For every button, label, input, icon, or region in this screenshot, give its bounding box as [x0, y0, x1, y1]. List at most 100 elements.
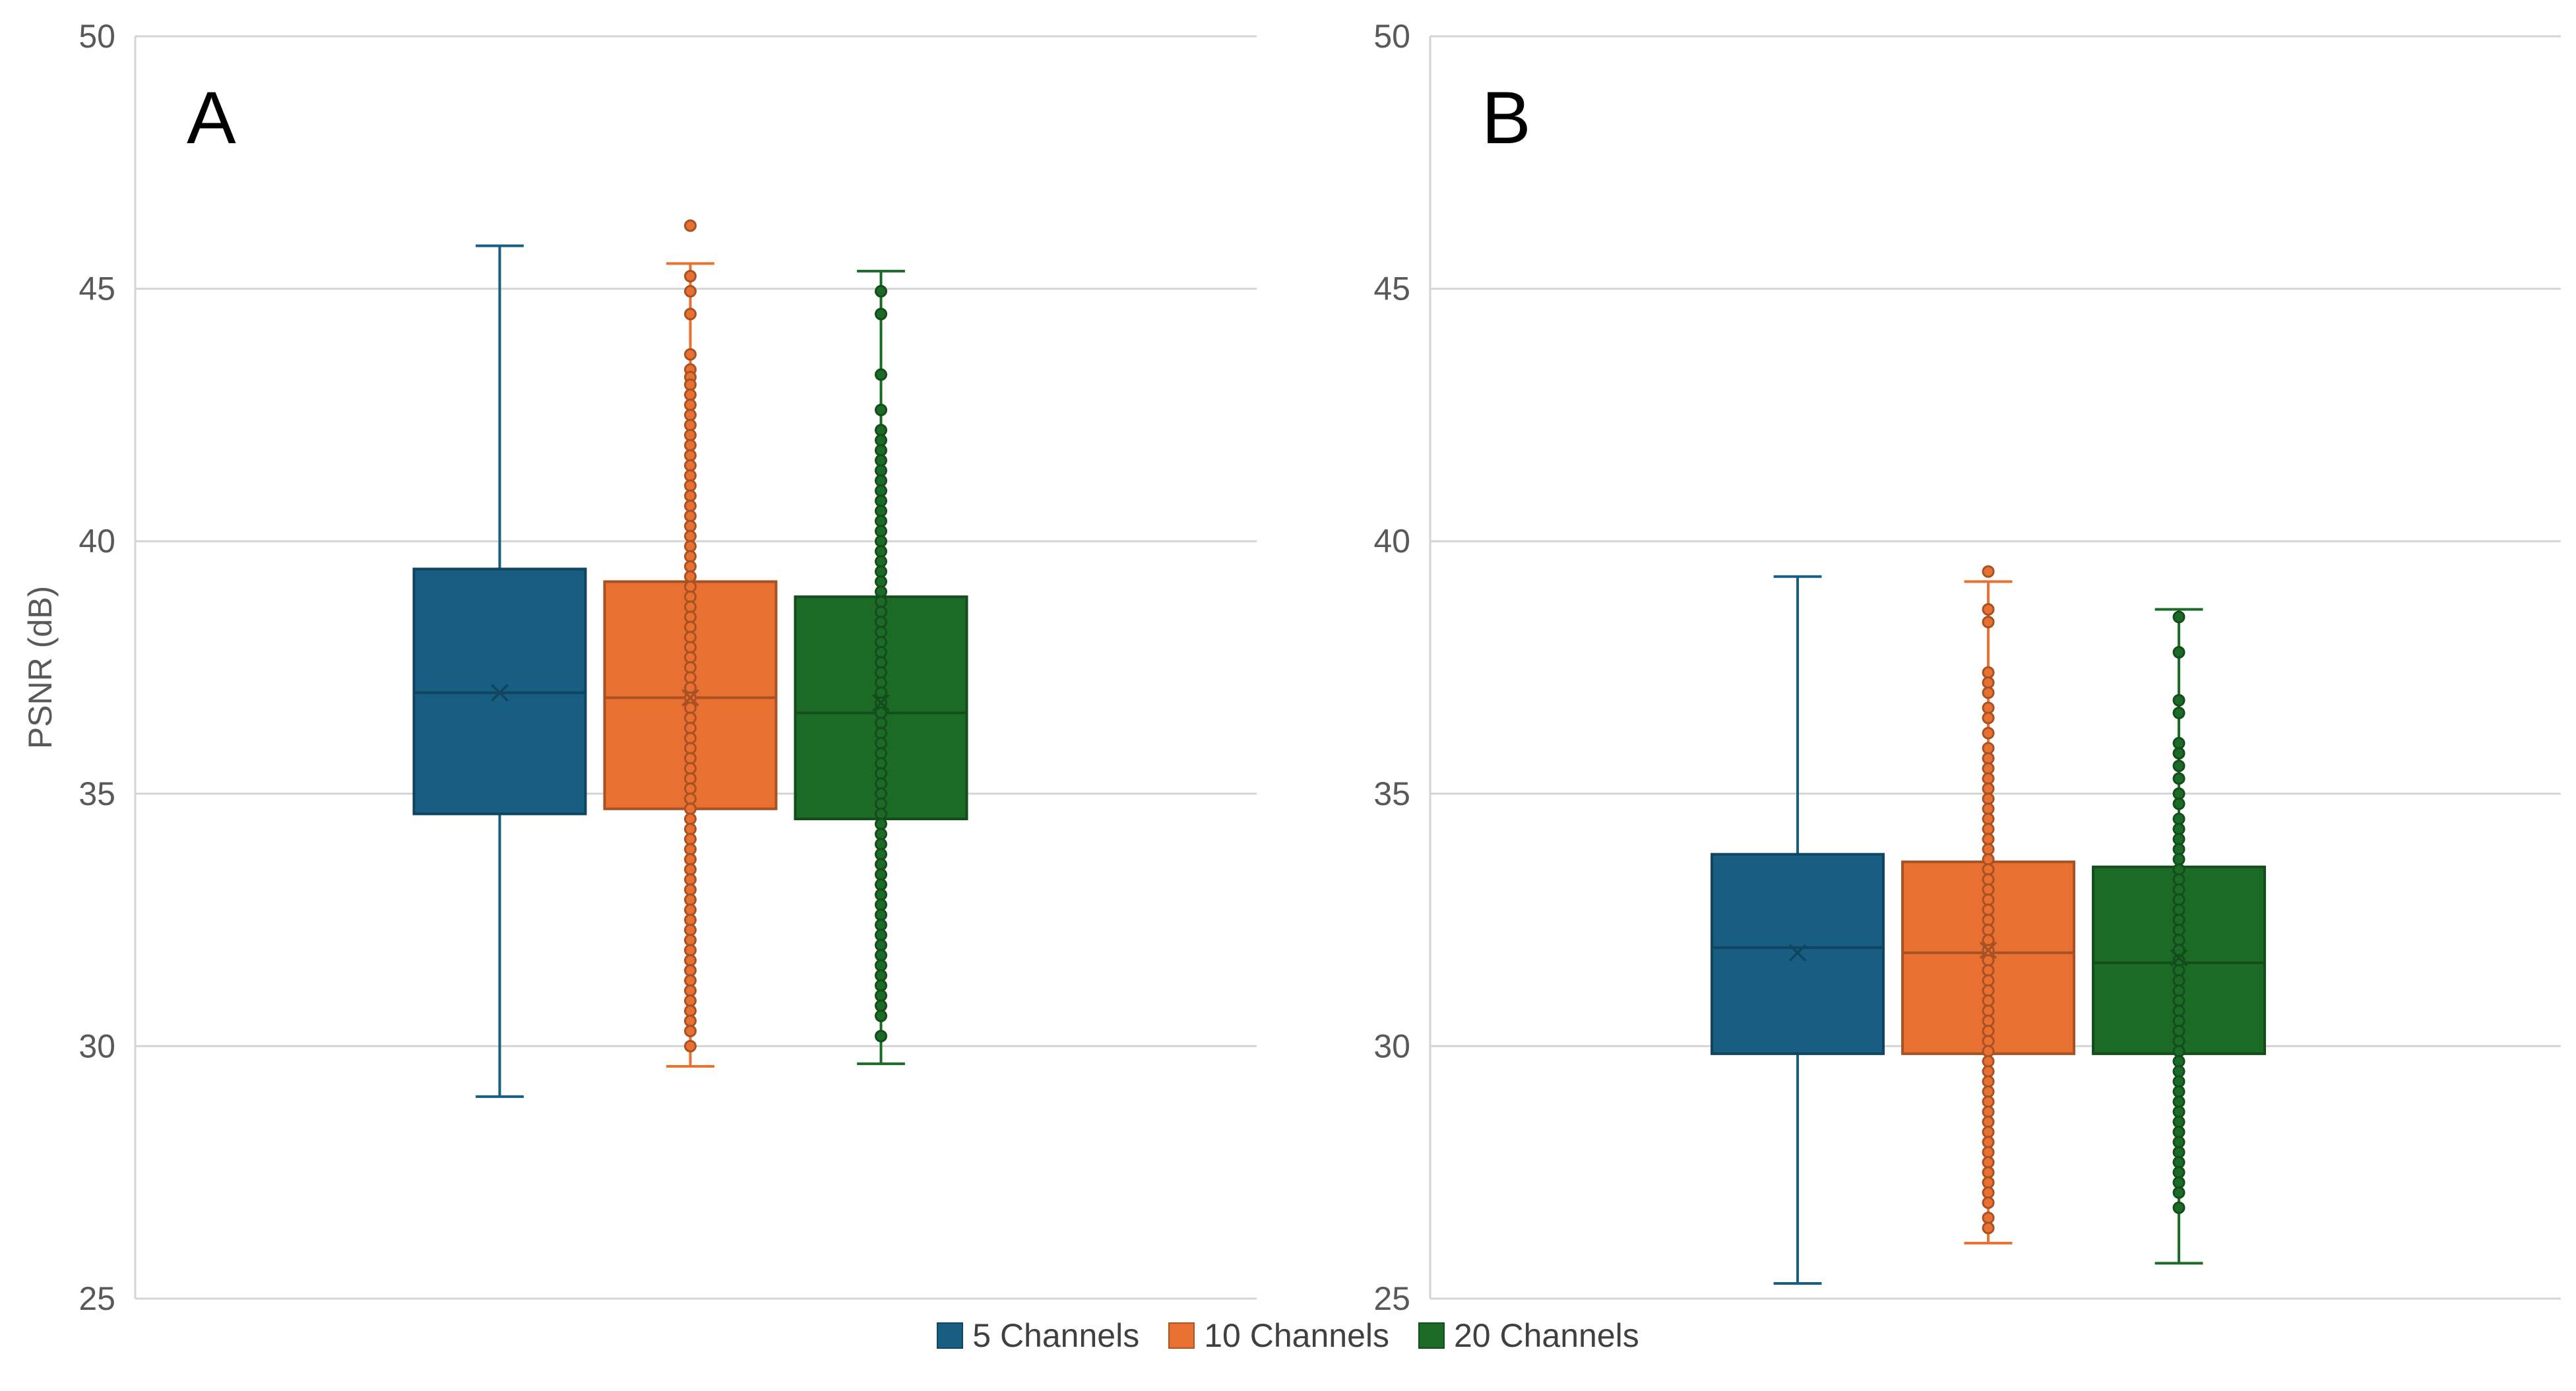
data-point [875, 605, 887, 618]
data-point [2172, 1201, 2185, 1214]
data-point [2172, 812, 2185, 825]
data-point [2172, 1176, 2185, 1189]
data-point [684, 509, 697, 523]
data-point [875, 969, 887, 982]
data-point [684, 984, 697, 997]
data-point [684, 944, 697, 957]
data-point [684, 1014, 697, 1027]
data-point [684, 762, 697, 775]
data-point [1982, 1155, 1995, 1169]
data-point [1982, 954, 1995, 967]
data-point [684, 903, 697, 917]
data-point [684, 439, 697, 452]
data-point [875, 999, 887, 1012]
box-series-5-channels [412, 244, 587, 1098]
data-point [875, 757, 887, 770]
data-point [2172, 1155, 2185, 1169]
data-point [875, 1009, 887, 1022]
data-point [875, 525, 887, 538]
y-tick-label: 30 [79, 1027, 115, 1064]
data-point [684, 348, 697, 361]
data-point [2172, 797, 2185, 810]
data-point [1982, 1024, 1995, 1037]
data-point [875, 635, 887, 649]
data-point [1982, 1004, 1995, 1018]
mean-marker [872, 694, 890, 712]
data-point [875, 646, 887, 659]
data-point [1982, 1065, 1995, 1078]
data-point [684, 449, 697, 462]
data-point [1982, 1095, 1995, 1109]
legend-swatch-5-channels [937, 1322, 964, 1349]
data-point [2172, 1186, 2185, 1199]
box-series-20-channels [794, 269, 968, 1066]
data-point [875, 565, 887, 578]
data-point [2172, 760, 2185, 773]
mean-marker [1979, 941, 1997, 959]
data-point [2172, 1085, 2185, 1098]
data-point [684, 550, 697, 563]
data-point [2172, 863, 2185, 876]
data-point [2172, 903, 2185, 917]
data-point [1982, 822, 1995, 835]
data-point [684, 934, 697, 947]
legend-label: 5 Channels [972, 1317, 1140, 1354]
y-tick-label: 50 [79, 18, 115, 55]
data-point [684, 843, 697, 856]
data-point [875, 706, 887, 719]
mean-marker [681, 689, 699, 707]
data-point [875, 434, 887, 447]
data-point [1982, 833, 1995, 846]
data-point [1982, 1075, 1995, 1088]
data-point [875, 868, 887, 881]
data-point [875, 1029, 887, 1043]
mean-marker [491, 684, 509, 701]
data-point [1982, 802, 1995, 816]
mean-marker [2170, 949, 2188, 967]
data-point [875, 807, 887, 820]
data-point [875, 575, 887, 588]
data-point [1982, 1166, 1995, 1179]
data-point [684, 661, 697, 674]
data-point [1982, 1115, 1995, 1128]
data-point [875, 284, 887, 298]
data-point [875, 736, 887, 750]
data-point [1982, 853, 1995, 866]
data-point [684, 802, 697, 816]
data-point [2172, 984, 2185, 997]
data-point [875, 777, 887, 790]
data-point [875, 666, 887, 679]
data-point [2172, 873, 2185, 886]
data-point [875, 858, 887, 871]
data-point [2172, 1045, 2185, 1058]
data-point [684, 479, 697, 492]
data-point [2172, 772, 2185, 785]
data-point [684, 721, 697, 734]
data-point [875, 787, 887, 800]
data-point [1982, 792, 1995, 805]
data-point [1982, 1105, 1995, 1118]
data-point [2172, 822, 2185, 835]
data-point [2172, 1035, 2185, 1048]
data-point [2172, 1166, 2185, 1179]
data-point [684, 560, 697, 573]
legend-item-20-channels: 20 Channels [1418, 1316, 1639, 1355]
data-point [2172, 1014, 2185, 1027]
data-point [684, 418, 697, 432]
data-point [875, 827, 887, 841]
data-point [1982, 686, 1995, 699]
data-point [875, 797, 887, 810]
y-tick-label: 35 [1373, 775, 1410, 812]
data-point [684, 873, 697, 886]
chart-panel-b: 25 30 35 40 45 50 B [1373, 18, 2561, 1317]
data-point [875, 747, 887, 760]
data-point [684, 701, 697, 715]
y-axis-title: PSNR (dB) [22, 586, 59, 749]
data-point [684, 631, 697, 644]
data-point [684, 893, 697, 906]
data-point [875, 484, 887, 498]
data-point [684, 519, 697, 533]
data-point [1982, 701, 1995, 715]
data-point [1982, 812, 1995, 825]
